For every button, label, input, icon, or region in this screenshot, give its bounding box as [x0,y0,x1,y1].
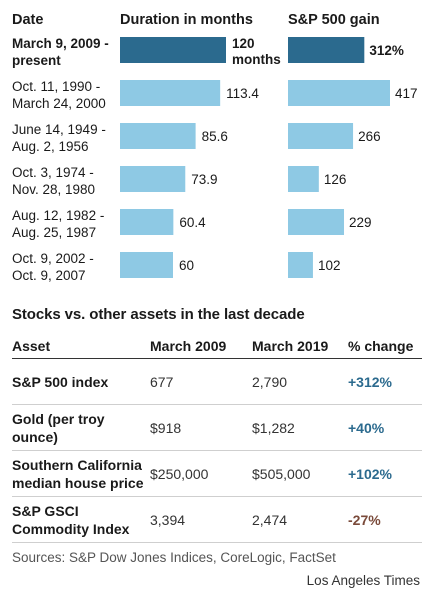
date-range-label: March 24, 2000 [12,96,106,111]
duration-bar [120,209,174,235]
gain-bar [288,209,345,235]
gain-value-label: 312% [369,43,404,58]
march-2019-value: 2,474 [252,496,348,543]
duration-bar [120,37,226,63]
date-range-label: Nov. 28, 1980 [12,182,95,197]
date-range-label: June 14, 1949 - [12,122,106,137]
duration-bar [120,252,173,278]
gain-bar [288,166,319,192]
gain-value-label: 266 [358,129,381,144]
date-range-label: present [12,53,61,68]
march-2009-value: $250,000 [150,450,252,497]
change-value: +40% [348,404,422,451]
asset-name: S&P 500 index [12,358,150,405]
asset-name-line: median house price [12,474,144,491]
gain-value-label: 229 [349,215,372,230]
duration-value-label: 113.4 [226,86,259,101]
gain-bar [288,80,390,106]
sources-note: Sources: S&P Dow Jones Indices, CoreLogi… [12,550,336,565]
date-range-label: Aug. 2, 1956 [12,139,89,154]
table-row: S&P 500 index 677 2,790 +312% [12,358,422,405]
asset-name: Southern California median house price [12,450,150,497]
asset-name: S&P GSCI Commodity Index [12,496,150,543]
bull-market-chart: Date Duration in months S&P 500 gain March … [12,12,418,283]
duration-bar [120,80,221,106]
assets-table-body: S&P 500 index 677 2,790 +312% Gold (per troy… [12,358,422,543]
column-header-asset: Asset [12,332,150,359]
march-2019-value: 2,790 [252,358,348,405]
duration-value-label: 60 [179,258,194,273]
duration-value-label: months [232,52,281,67]
gain-value-label: 102 [318,258,341,273]
assets-table-title: Stocks vs. other assets in the last deca… [12,306,305,323]
column-header-march-2009: March 2009 [150,332,252,359]
table-row: S&P GSCI Commodity Index 3,394 2,474 -27% [12,496,422,543]
change-value: +102% [348,450,422,497]
march-2009-value: 677 [150,358,252,405]
date-range-label: March 9, 2009 - [12,36,109,51]
asset-name-line: Southern California [12,456,142,473]
date-range-label: Oct. 3, 1974 - [12,165,94,180]
table-row: Gold (per troy ounce) $918 $1,282 +40% [12,404,422,451]
march-2019-value: $505,000 [252,450,348,497]
date-range-label: Aug. 25, 1987 [12,225,96,240]
credit-line: Los Angeles Times [306,573,420,588]
date-range-label: Oct. 11, 1990 - [12,79,100,94]
duration-value-label: 120 [232,36,255,51]
asset-name-line: S&P 500 index [12,373,109,390]
march-2009-value: 3,394 [150,496,252,543]
duration-value-label: 85.6 [202,129,228,144]
table-row: Southern California median house price $25… [12,450,422,497]
asset-name-line: ounce) [12,428,58,445]
column-header-march-2019: March 2019 [252,332,348,359]
assets-header-row: Asset March 2009 March 2019 % change [12,332,422,359]
change-value: +312% [348,358,422,405]
asset-name: Gold (per troy ounce) [12,404,150,451]
gain-bar [288,252,313,278]
date-range-label: Aug. 12, 1982 - [12,208,104,223]
column-header-gain: S&P 500 gain [288,12,380,28]
gain-value-label: 126 [324,172,347,187]
gain-value-label: 417 [395,86,418,101]
gain-bar [288,123,354,149]
column-header-duration: Duration in months [120,12,253,28]
duration-value-label: 60.4 [179,215,206,230]
asset-name-line: Commodity Index [12,520,130,537]
column-header-date: Date [12,12,43,28]
march-2009-value: $918 [150,404,252,451]
duration-value-label: 73.9 [191,172,217,187]
duration-bar [120,123,196,149]
march-2019-value: $1,282 [252,404,348,451]
asset-name-line: Gold (per troy [12,410,105,427]
date-range-label: Oct. 9, 2007 [12,268,86,283]
change-value: -27% [348,496,422,543]
gain-bar [288,37,365,63]
duration-bar [120,166,186,192]
asset-name-line: S&P GSCI [12,502,79,519]
assets-table: Asset March 2009 March 2019 % change S&P… [12,332,422,543]
date-range-label: Oct. 9, 2002 - [12,251,94,266]
column-header-change: % change [348,332,422,359]
